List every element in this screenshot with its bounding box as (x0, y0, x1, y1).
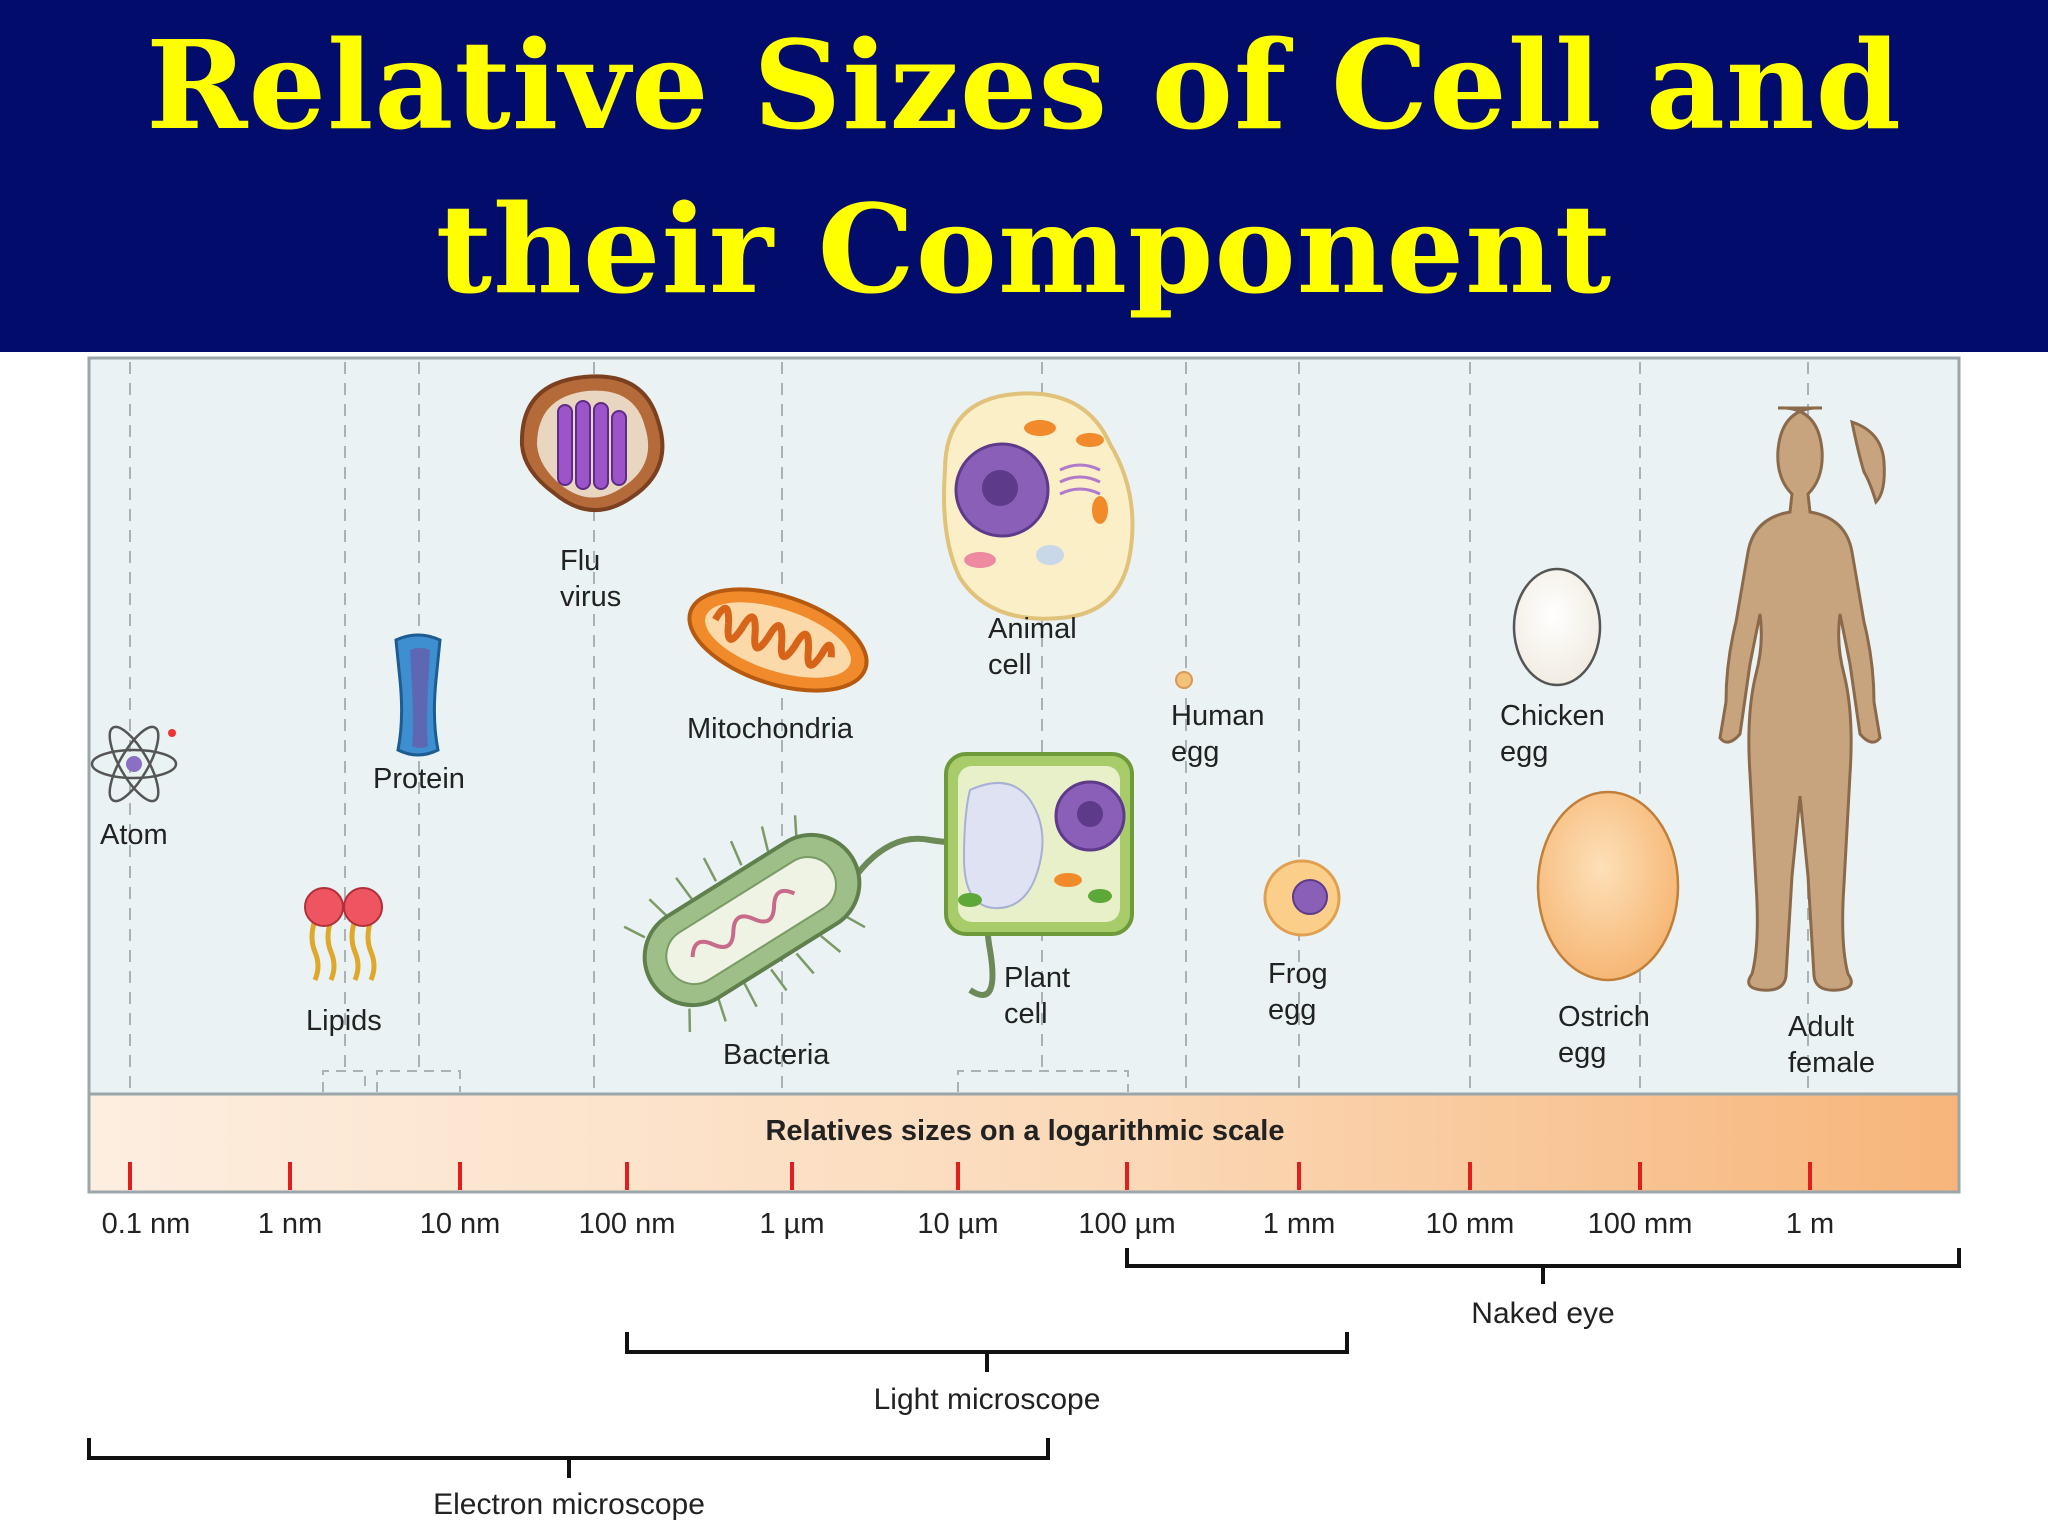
label-ostrich-egg-line-1: Ostrich (1558, 1001, 1650, 1033)
label-flu-line-2: virus (560, 581, 621, 613)
scale-tick-label: 100 nm (579, 1208, 676, 1240)
label-lipids: Lipids (306, 1005, 382, 1037)
ostrich-egg-illustration (1536, 790, 1680, 982)
naked-eye-label: Naked eye (1471, 1297, 1614, 1330)
chicken-egg-illustration (1512, 567, 1602, 687)
scale-label: Relatives sizes on a logarithmic scale (765, 1115, 1284, 1147)
label-adult-female-line-2: female (1788, 1047, 1875, 1079)
log-scale-band (87, 1092, 1961, 1194)
label-frog-egg-line-1: Frog (1268, 958, 1328, 990)
scale-tick-label: 1 mm (1263, 1208, 1336, 1240)
label-protein: Protein (373, 763, 465, 795)
label-plant-cell-line-1: Plant (1004, 962, 1070, 994)
label-mitochondria: Mitochondria (687, 713, 854, 745)
title-banner: Relative Sizes of Cell and their Compone… (0, 0, 2048, 352)
scale-tick-label: 0.1 nm (102, 1208, 191, 1240)
label-atom: Atom (100, 819, 168, 851)
label-animal-cell-line-1: Animal (988, 613, 1077, 645)
title-line-2: their Component (435, 177, 1613, 321)
human-egg-illustration (1175, 671, 1193, 689)
frog-egg-illustration (1263, 859, 1341, 937)
scale-tick-label: 10 nm (420, 1208, 501, 1240)
scale-tick-label: 10 µm (917, 1208, 998, 1240)
scale-tick-label: 1 nm (258, 1208, 322, 1240)
plant-cell-range-bracket (957, 1070, 1129, 1092)
electron-microscope-bracket (87, 1438, 1050, 1478)
label-human-egg-line-2: egg (1171, 736, 1219, 768)
label-flu-line-1: Flu (560, 545, 600, 577)
scale-tick-label: 10 mm (1426, 1208, 1515, 1240)
adult-female-illustration (1718, 406, 1886, 992)
title-line-1: Relative Sizes of Cell and (146, 13, 1902, 157)
protein-illustration (394, 633, 442, 757)
light-microscope-bracket (625, 1332, 1349, 1372)
label-ostrich-egg-line-2: egg (1558, 1037, 1606, 1069)
label-frog-egg-line-2: egg (1268, 994, 1316, 1026)
light-microscope-label: Light microscope (874, 1383, 1101, 1416)
mitochondria-illustration (687, 587, 869, 693)
scale-tick-labels: 0.1 nm 1 nm 10 nm 100 nm 1 µm 10 µm 100 µm 1 mm… (102, 1208, 1835, 1240)
lipids-illustration (304, 887, 383, 981)
label-bacteria: Bacteria (723, 1039, 830, 1071)
animal-cell-illustration (942, 391, 1135, 621)
scale-ticks (128, 1162, 1812, 1190)
scale-tick-label: 1 µm (759, 1208, 824, 1240)
flu-virus-illustration (519, 374, 665, 512)
electron-microscope-label: Electron microscope (433, 1488, 705, 1521)
naked-eye-bracket (1125, 1248, 1961, 1284)
scale-tick-label: 100 µm (1078, 1208, 1175, 1240)
label-adult-female-line-1: Adult (1788, 1011, 1854, 1043)
lipids-range-bracket (322, 1070, 366, 1092)
label-chicken-egg-line-1: Chicken (1500, 700, 1605, 732)
scale-tick-label: 100 mm (1588, 1208, 1693, 1240)
atom-illustration (90, 725, 178, 803)
label-human-egg-line-1: Human (1171, 700, 1265, 732)
plant-cell-illustration (944, 752, 1134, 936)
scale-tick-label: 1 m (1786, 1208, 1834, 1240)
label-animal-cell-line-2: cell (988, 649, 1032, 681)
label-plant-cell-line-2: cell (1004, 998, 1048, 1030)
label-chicken-egg-line-2: egg (1500, 736, 1548, 768)
